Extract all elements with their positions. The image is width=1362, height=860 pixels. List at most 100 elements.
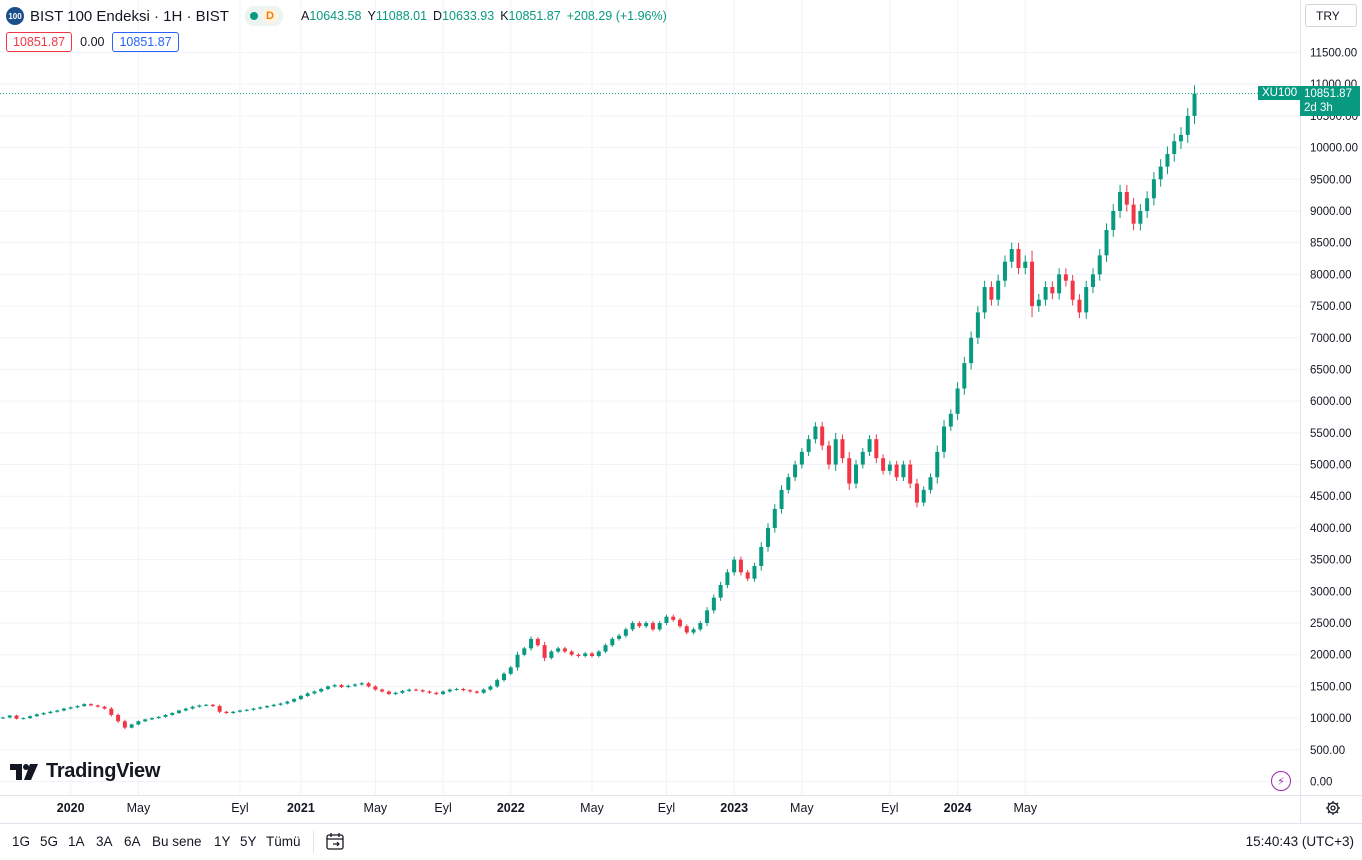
candle-body [921,489,926,503]
range-button[interactable]: 1G [12,834,31,849]
calendar-icon[interactable] [324,830,346,852]
candle-body [894,464,899,478]
ohlc-value: 11088.01 [375,9,428,23]
range-button[interactable]: 6A [124,834,141,849]
range-button[interactable]: 5Y [240,834,257,849]
candle-body [935,451,940,478]
candle-body [102,706,107,709]
candle-body [962,363,967,389]
candle-body [1077,299,1082,313]
candle-body [386,691,391,695]
timezone-clock[interactable]: 15:40:43 (UTC+3) [1245,834,1354,849]
candle-body [589,653,594,656]
candle-body [955,388,960,414]
order-row: 10851.87 0.00 10851.87 [6,32,179,52]
sell-price-button[interactable]: 10851.87 [6,32,73,52]
candle-body [474,691,479,693]
candle-body [535,638,540,646]
x-tick-label: 2023 [720,801,748,815]
candle-body [495,680,500,687]
y-tick-label: 10000.00 [1310,143,1358,155]
candle-body [630,623,635,630]
y-tick-label: 500.00 [1310,745,1345,757]
candle-body [914,483,919,503]
candle-body [1057,274,1062,294]
candle-body [766,527,771,547]
candle-body [948,413,953,427]
candle-body [1063,274,1068,281]
candle-body [21,718,26,720]
y-tick-label: 0.00 [1310,777,1332,789]
candle-body [793,464,798,478]
y-tick-label: 3500.00 [1310,555,1352,567]
candle-body [332,685,337,687]
x-tick-label: May [364,801,388,815]
y-tick-label: 8500.00 [1310,238,1352,250]
candle-body [779,489,784,509]
candle-body [325,686,330,689]
tradingview-logo[interactable]: TradingView [10,760,160,783]
candle-body [224,711,229,714]
delayed-data-icon: D [261,8,278,24]
candle-body [806,439,811,452]
x-tick-label: Eyl [658,801,675,815]
symbol-logo: 100 [6,7,24,25]
candle-body [718,584,723,598]
candle-body [1090,274,1095,288]
candle-body [860,451,865,465]
candle-body [874,439,879,459]
candle-body [908,464,913,484]
candle-body [427,691,432,693]
symbol-title[interactable]: BIST 100 Endeksi · 1H · BIST [30,7,229,25]
candle-body [129,724,134,728]
candle-body [1009,249,1014,262]
range-button[interactable]: Bu sene [152,834,202,849]
candle-body [786,477,791,490]
range-button[interactable]: 1A [68,834,85,849]
candle-body [1158,166,1163,180]
candle-body [1070,280,1075,300]
candle-body [989,287,994,300]
bottom-toolbar: 1G 5G 1A 3A 6A Bu sene 1Y 5Y Tümü 15:40:43 (UTC+… [0,823,1362,860]
candle-body [420,690,425,692]
candle-body [468,690,473,692]
candle-body [759,546,764,566]
candle-body [1036,299,1041,307]
range-button[interactable]: Tümü [266,834,301,849]
candle-body [82,704,87,707]
candle-body [732,559,737,573]
candle-body [1,717,5,719]
candle-body [190,706,195,709]
candle-body [156,716,161,719]
market-status[interactable]: D [244,6,283,26]
toolbar-separator [313,831,314,853]
candle-body [61,708,66,711]
candle-body [1111,210,1116,230]
candle-body [847,458,852,484]
candle-body [204,704,209,706]
candle-body [210,704,215,707]
range-button[interactable]: 3A [96,834,113,849]
candle-body [319,688,324,692]
candle-body [177,710,182,714]
currency-select[interactable]: TRY [1305,4,1357,27]
range-button[interactable]: 5G [40,834,59,849]
lightning-icon[interactable]: ⚡ [1271,771,1291,791]
ohlc-item: K10851.87 [500,9,560,23]
candle-body [867,439,872,452]
price-chart[interactable]: 0.00500.001000.001500.002000.002500.0030… [0,0,1362,823]
range-button[interactable]: 1Y [214,834,231,849]
candle-body [1002,261,1007,281]
buy-price-button[interactable]: 10851.87 [112,32,179,52]
time-axis[interactable]: 2020 May Eyl 2021 May Eyl 2022 May Eyl 2023 May Eyl… [0,795,1362,816]
y-tick-label: 8000.00 [1310,269,1352,281]
y-tick-label: 9000.00 [1310,206,1352,218]
candle-body [1016,249,1021,269]
candle-body [1050,287,1055,294]
candle-body [1192,93,1197,116]
x-tick-label: 2020 [57,801,85,815]
price-axis[interactable]: 0.00 500.00 1000.00 1500.00 2000.00 2500.00 30… [1300,0,1358,823]
candle-body [393,692,398,695]
candle-body [163,714,168,717]
gear-icon[interactable] [1325,800,1341,816]
